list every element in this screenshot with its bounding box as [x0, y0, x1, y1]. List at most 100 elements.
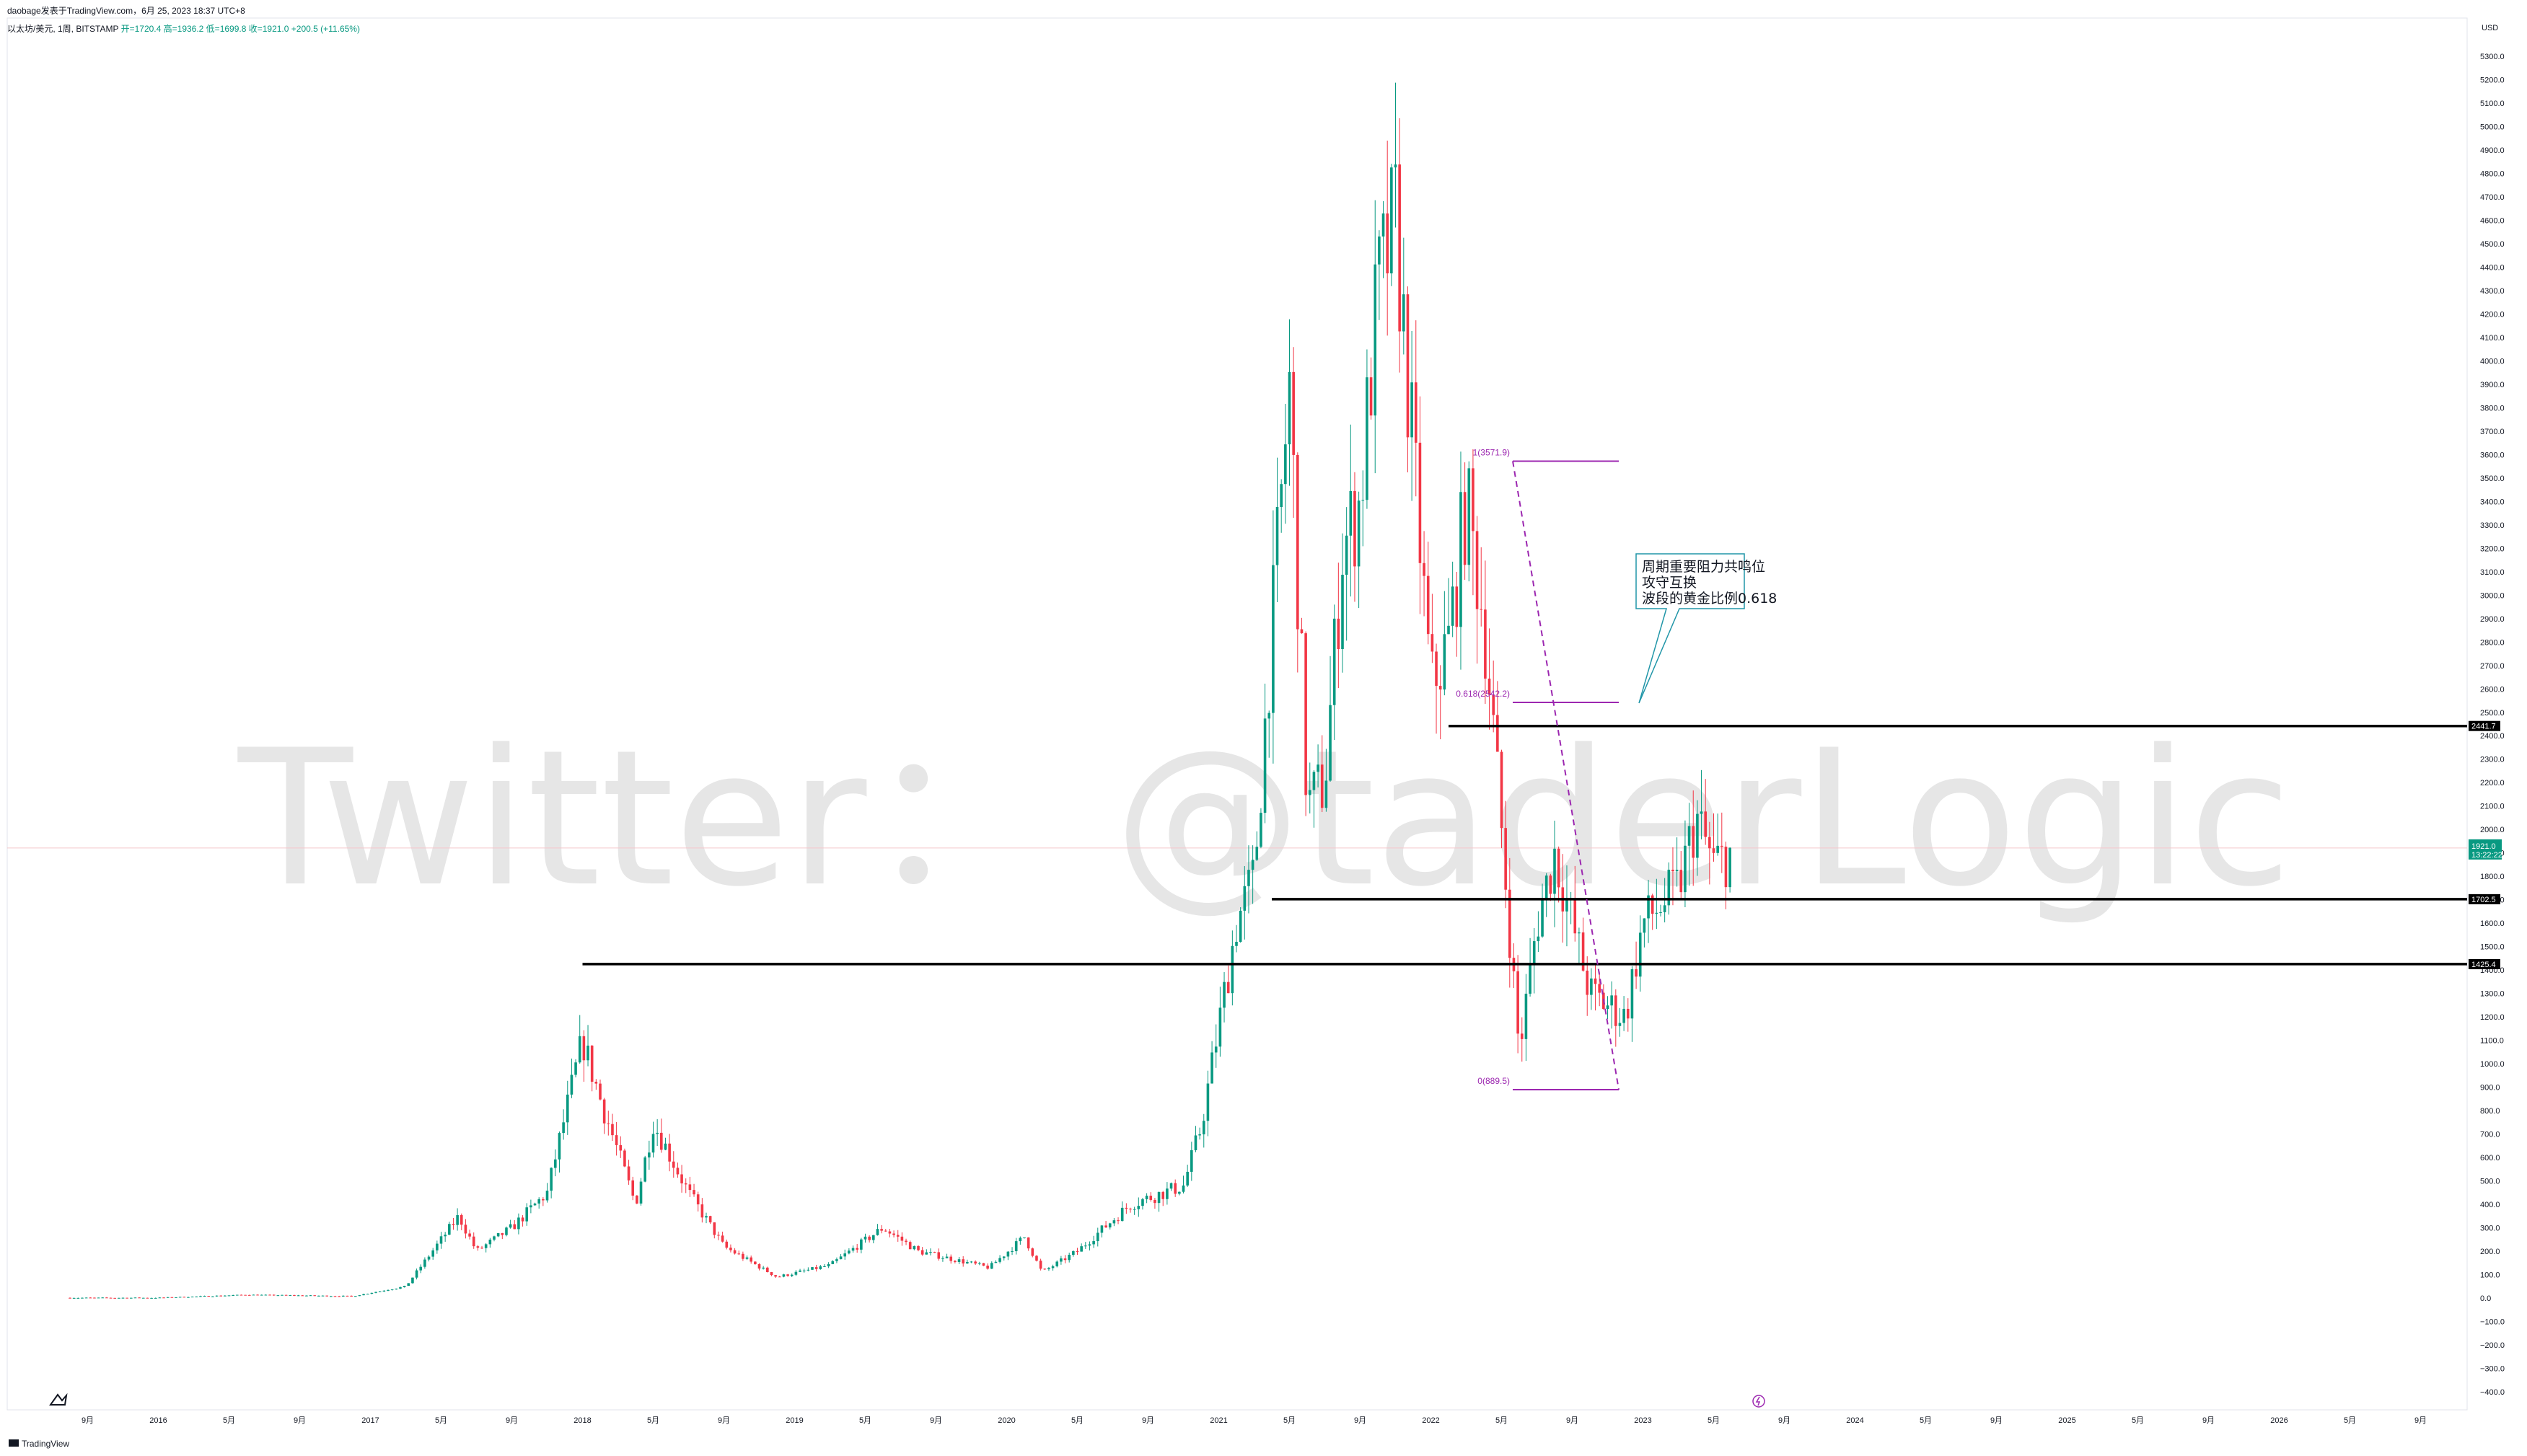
candle-body: [627, 1166, 630, 1181]
candle-body: [994, 1261, 998, 1263]
candle-body: [1218, 1007, 1222, 1047]
candle-body: [166, 1297, 170, 1298]
candle-body: [900, 1236, 904, 1241]
candle-body: [439, 1236, 443, 1244]
candle-body: [1304, 633, 1307, 795]
candle-body: [1284, 444, 1287, 485]
candle-body: [256, 1294, 259, 1296]
candle-body: [888, 1231, 892, 1234]
last-price-label: 1921.0: [2471, 842, 2496, 851]
candle-body: [814, 1267, 818, 1269]
y-tick-label: 600.0: [2480, 1154, 2500, 1162]
candle-body: [1496, 715, 1499, 752]
candle-body: [1378, 236, 1381, 265]
candle-body: [321, 1295, 325, 1297]
candle-body: [1684, 845, 1687, 893]
candle-body: [362, 1294, 365, 1296]
candle-body: [1435, 651, 1438, 687]
candle-body: [664, 1143, 667, 1150]
candle-body: [1263, 718, 1267, 813]
candle-body: [1243, 886, 1247, 911]
candle-body: [1398, 164, 1401, 332]
candle-body: [1712, 848, 1715, 853]
y-tick-label: 4400.0: [2480, 263, 2505, 272]
candle-body: [799, 1270, 801, 1272]
candle-body: [672, 1161, 675, 1168]
candle-body: [978, 1263, 981, 1264]
candle-body: [1080, 1246, 1083, 1252]
candle-body: [1006, 1251, 1010, 1257]
candle-body: [954, 1261, 957, 1263]
candle-body: [574, 1062, 577, 1075]
candle-body: [957, 1259, 961, 1263]
x-tick-label: 2019: [786, 1416, 803, 1425]
candle-body: [301, 1295, 304, 1297]
level-price-tag: [2469, 894, 2500, 904]
candle-body: [1104, 1225, 1107, 1228]
candle-body: [207, 1296, 211, 1297]
candle-body: [118, 1297, 120, 1299]
candle-body: [236, 1294, 239, 1296]
candle-body: [1320, 764, 1324, 808]
replay-icon: [49, 1393, 68, 1406]
candle-body: [387, 1289, 390, 1291]
y-tick-label: 3000.0: [2480, 591, 2505, 600]
candle-body: [1157, 1191, 1161, 1204]
y-tick-label: 3200.0: [2480, 544, 2505, 553]
candle-body: [154, 1297, 157, 1299]
candle-body: [676, 1168, 680, 1175]
candle-body: [1202, 1121, 1205, 1134]
candle-body: [1108, 1223, 1112, 1228]
candle-body: [293, 1295, 296, 1297]
x-tick-label: 9月: [1778, 1416, 1790, 1425]
last-price-tag: [2469, 839, 2502, 860]
x-tick-label: 9月: [294, 1416, 306, 1425]
candle-body: [219, 1295, 222, 1297]
candle-body: [1459, 492, 1462, 627]
candle-body: [602, 1099, 606, 1124]
candle-body: [721, 1235, 724, 1242]
candle-body: [484, 1244, 488, 1248]
candle-body: [232, 1294, 234, 1296]
y-tick-label: −100.0: [2480, 1318, 2505, 1327]
candle-body: [623, 1150, 626, 1167]
candle-body: [513, 1224, 517, 1230]
candle-body: [1194, 1135, 1197, 1150]
candle-body: [1288, 371, 1291, 445]
candle-body: [121, 1297, 125, 1299]
candle-body: [1226, 981, 1230, 994]
candle-body: [338, 1296, 340, 1297]
candle-body: [1035, 1256, 1038, 1261]
candle-body: [1341, 574, 1344, 650]
candle-body: [488, 1239, 492, 1245]
candle-body: [1487, 679, 1491, 695]
candle-body: [1516, 971, 1519, 1034]
candle-body: [93, 1297, 96, 1299]
candle-body: [162, 1297, 165, 1299]
event-lightning-icon: [1752, 1395, 1765, 1408]
y-tick-label: 3800.0: [2480, 404, 2505, 412]
candle-body: [1655, 912, 1658, 914]
candle-body: [750, 1257, 752, 1262]
y-tick-label: 1100.0: [2480, 1037, 2504, 1046]
candle-body: [1239, 910, 1242, 942]
candle-body: [464, 1225, 467, 1234]
candle-body: [537, 1199, 540, 1204]
candle-body: [1438, 686, 1442, 690]
candle-body: [823, 1266, 826, 1267]
candle-body: [1475, 531, 1479, 609]
candle-body: [558, 1133, 561, 1160]
y-tick-label: 2400.0: [2480, 732, 2505, 741]
candle-body: [1402, 294, 1405, 332]
candle-body: [1524, 993, 1528, 1039]
candle-body: [705, 1216, 708, 1218]
candle-body: [1039, 1261, 1042, 1269]
candle-body: [1610, 995, 1613, 1006]
x-tick-label: 2025: [2058, 1416, 2075, 1425]
x-tick-label: 9月: [1990, 1416, 2003, 1425]
candle-body: [1578, 932, 1581, 934]
candle-body: [1675, 870, 1679, 872]
level-price-label: 1702.5: [2471, 896, 2496, 904]
y-tick-label: 5300.0: [2480, 53, 2505, 61]
